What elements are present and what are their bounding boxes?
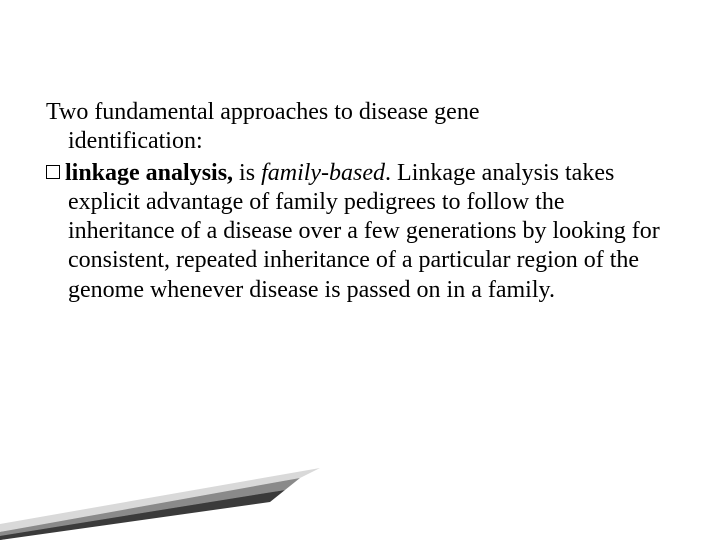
- slide: Two fundamental approaches to disease ge…: [0, 0, 720, 540]
- bullet-period: .: [385, 160, 397, 186]
- bullet-square-icon: [46, 165, 60, 179]
- bullet-family-italic: family-based: [261, 160, 385, 186]
- bullet-lead-bold: linkage analysis,: [65, 160, 239, 186]
- bullet-is: is: [239, 160, 261, 186]
- intro-paragraph: Two fundamental approaches to disease ge…: [46, 98, 666, 157]
- decorative-swoosh: [0, 420, 340, 540]
- intro-line-1: Two fundamental approaches to disease ge…: [46, 99, 480, 125]
- slide-text-content: Two fundamental approaches to disease ge…: [46, 98, 666, 305]
- bullet-paragraph: linkage analysis, is family-based. Linka…: [46, 159, 666, 305]
- intro-line-2: identification:: [68, 128, 203, 154]
